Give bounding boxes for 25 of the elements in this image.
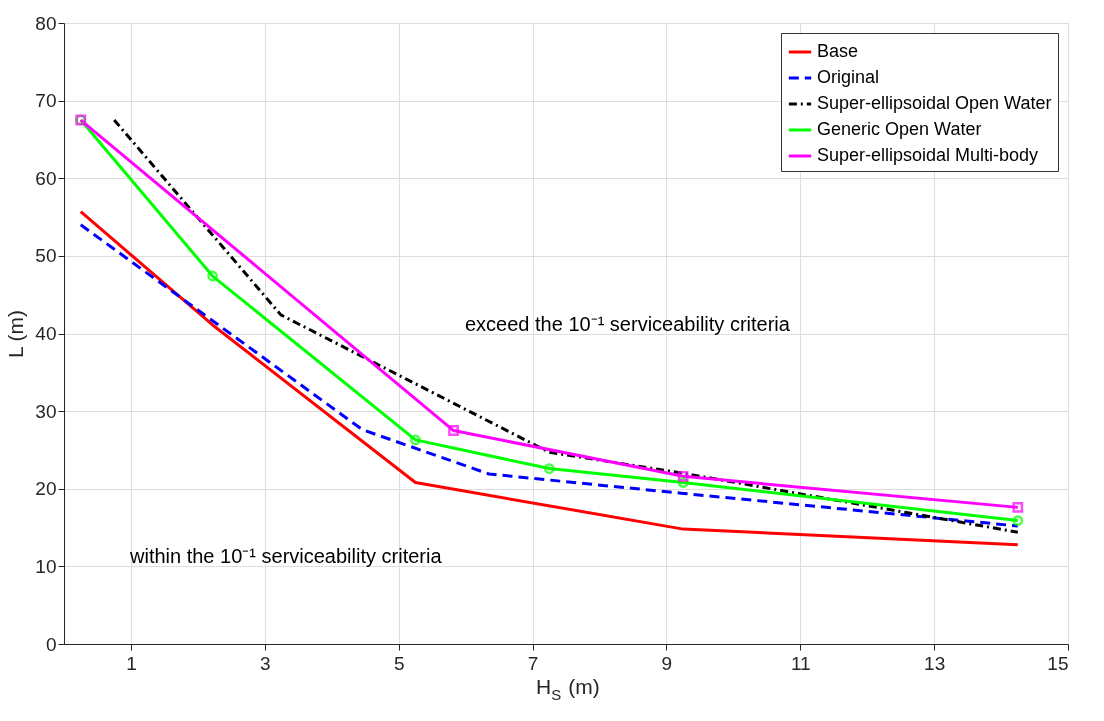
x-tick-label: 5 bbox=[393, 652, 405, 674]
y-tick-label: 10 bbox=[35, 555, 57, 577]
x-tick-label: 15 bbox=[1047, 652, 1069, 674]
y-axis-title: L (m) bbox=[4, 309, 28, 359]
y-tick-label: 20 bbox=[35, 478, 57, 500]
legend-label: Base bbox=[817, 41, 859, 61]
x-tick-label: 13 bbox=[924, 652, 946, 674]
y-tick-label: 40 bbox=[35, 323, 57, 344]
y-tick-label: 0 bbox=[45, 633, 57, 655]
y-tick-label: 50 bbox=[35, 245, 57, 267]
x-tick-label: 9 bbox=[661, 652, 673, 674]
legend-label: Super-ellipsoidal Open Water bbox=[817, 93, 1052, 113]
legend-label: Generic Open Water bbox=[817, 119, 982, 139]
annotation: within the 10⁻¹ serviceability criteria bbox=[129, 545, 443, 567]
legend-label: Super-ellipsoidal Multi-body bbox=[817, 145, 1039, 165]
legend-label: Original bbox=[817, 67, 880, 87]
annotation: exceed the 10⁻¹ serviceability criteria bbox=[465, 313, 791, 335]
x-tick-label: 1 bbox=[126, 652, 137, 674]
y-tick-label: 60 bbox=[35, 167, 57, 189]
y-tick-label: 80 bbox=[35, 12, 57, 34]
x-tick-label: 7 bbox=[527, 652, 539, 674]
x-tick-label: 3 bbox=[260, 652, 271, 674]
x-tick-label: 11 bbox=[790, 652, 811, 674]
y-tick-label: 70 bbox=[35, 90, 57, 112]
y-tick-label: 30 bbox=[35, 400, 57, 422]
